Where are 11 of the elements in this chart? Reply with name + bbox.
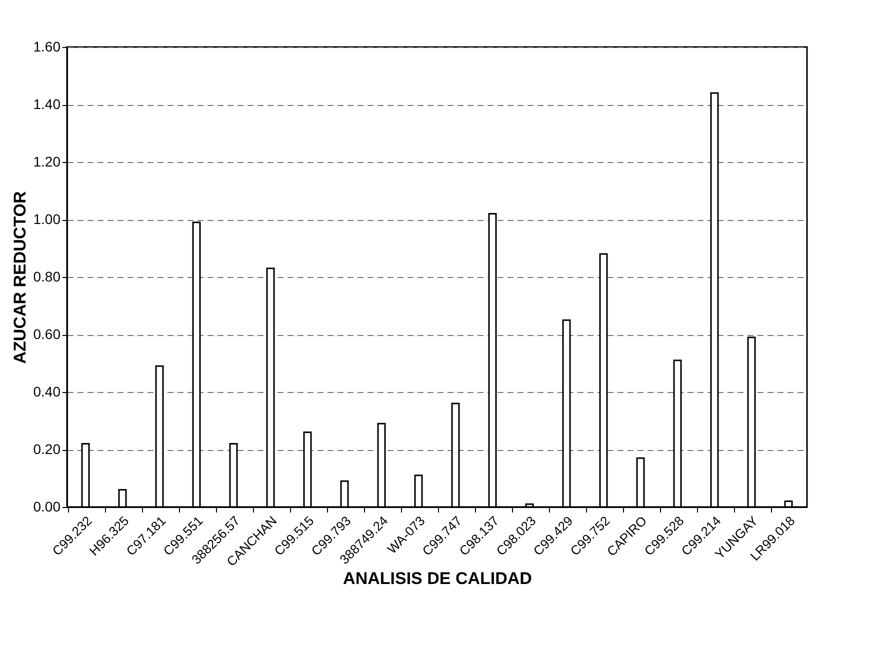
y-tick-label: 0.80 xyxy=(33,268,61,284)
y-tick-label: 1.00 xyxy=(33,211,61,227)
y-tick-label: 0.20 xyxy=(33,441,61,457)
y-tick-label: 0.00 xyxy=(33,498,61,514)
y-tick-label: 1.60 xyxy=(33,38,61,54)
y-tick-label: 1.40 xyxy=(33,96,61,112)
y-tick-label: 0.60 xyxy=(33,326,61,342)
y-axis-title: AZUCAR REDUCTOR xyxy=(10,191,30,364)
y-tick-label: 0.40 xyxy=(33,384,61,400)
x-axis-title: ANALISIS DE CALIDAD xyxy=(343,569,532,588)
y-tick-label: 1.20 xyxy=(33,154,61,170)
